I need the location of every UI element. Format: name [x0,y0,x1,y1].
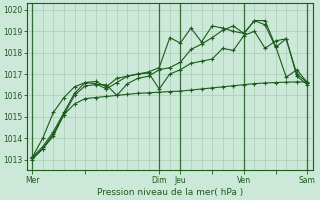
X-axis label: Pression niveau de la mer( hPa ): Pression niveau de la mer( hPa ) [97,188,243,197]
